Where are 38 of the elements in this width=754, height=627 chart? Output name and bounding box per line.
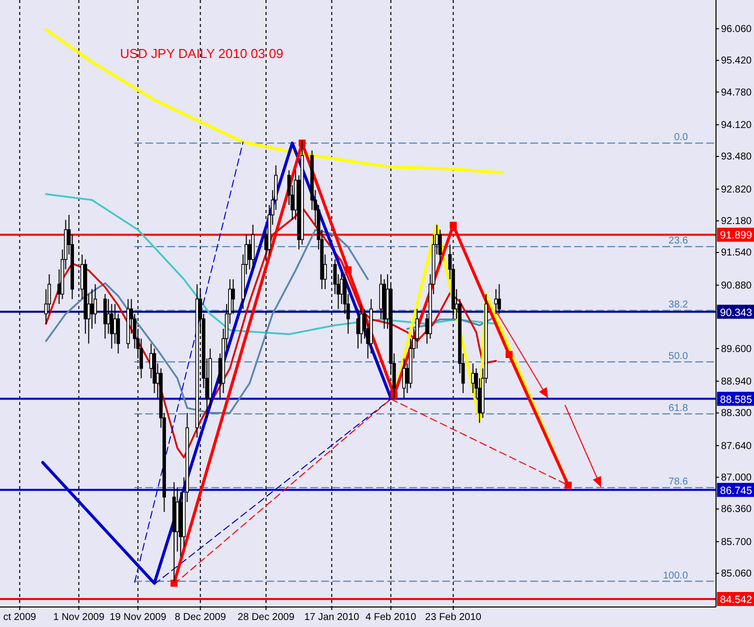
y-tick-label: 86.360 [721,504,752,516]
y-tick-label: 93.480 [721,152,752,163]
ref-line-label: 91.899 [720,230,752,242]
ref-line-label: 86.745 [720,484,752,497]
x-tick-label: 23 Feb 2010 [425,612,482,624]
x-tick-label: ct 2009 [3,612,37,624]
y-tick-label: 90.880 [721,280,752,292]
y-tick-label: 91.540 [721,248,752,259]
series-label: 100.0 [662,570,688,582]
y-tick-label: 89.600 [721,344,752,355]
text: USD JPY DAILY 2010 03 09 [120,46,284,61]
series-label: 23.6 [668,236,688,247]
y-tick-label: 85.700 [721,536,752,548]
series-label: 0.0 [674,132,688,144]
ref-line-label: 88.585 [720,394,752,406]
series-label: 61.8 [668,402,688,414]
y-tick-label: 96.060 [721,24,752,35]
series-label: 50.0 [668,350,688,362]
x-tick-label: 8 Dec 2009 [174,612,226,624]
y-tick-label: 88.300 [721,408,752,420]
y-tick-label: 94.120 [721,120,752,131]
series-label: 78.6 [668,476,688,488]
x-tick-label: 19 Nov 2009 [110,612,167,624]
x-tick-label: 1 Nov 2009 [53,612,105,624]
ref-line-label: 84.542 [720,594,752,606]
y-tick-label: 85.060 [721,568,752,580]
y-tick-label: 94.780 [721,87,752,98]
x-tick-label: 17 Jan 2010 [304,612,360,624]
x-tick-label: 28 Dec 2009 [238,612,295,624]
x-tick-label: 4 Feb 2010 [366,612,417,624]
y-tick-label: 87.000 [721,472,752,484]
y-tick-label: 95.420 [721,56,752,67]
y-tick-label: 87.640 [721,440,752,452]
y-tick-label: 92.820 [721,184,752,196]
series-label: 38.2 [668,299,688,310]
y-tick-label: 88.940 [721,376,752,388]
ref-line-label: 90.343 [720,306,752,319]
y-tick-label: 92.180 [721,216,752,228]
